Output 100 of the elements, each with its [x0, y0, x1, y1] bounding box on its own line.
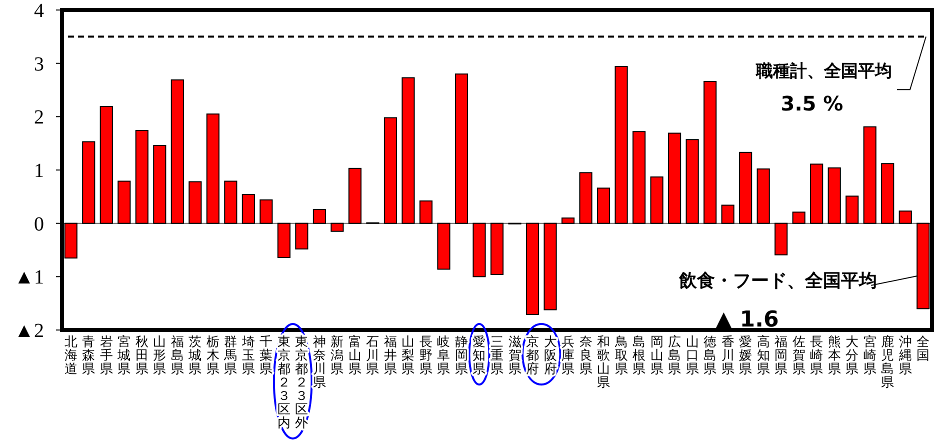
y-tick-label: ▲1	[14, 266, 44, 289]
bar	[260, 199, 273, 224]
ref-line-label: 職種計、全国平均	[755, 62, 892, 82]
annotation: 飲食・フード、全国平均	[678, 270, 877, 292]
bar	[170, 79, 184, 224]
bar	[82, 141, 96, 224]
x-tick-label: 滋賀県	[508, 335, 522, 377]
bar	[312, 208, 326, 224]
x-tick-label: 岡山県	[650, 335, 664, 377]
x-tick-label: 香川県	[721, 335, 734, 377]
bar	[437, 222, 450, 270]
x-tick-label: 大分県	[846, 335, 859, 377]
bar	[277, 222, 290, 258]
x-tick-label: 岐阜県	[437, 335, 450, 377]
bar	[295, 222, 308, 250]
bar	[472, 222, 486, 278]
bar	[898, 210, 912, 224]
x-tick-label: 福井県	[384, 335, 397, 377]
x-tick-label: 長崎県	[810, 335, 824, 377]
bar	[526, 222, 540, 316]
x-tick-label: 北海道	[64, 335, 78, 377]
bar	[721, 204, 734, 224]
bar	[348, 168, 362, 224]
bar	[330, 222, 344, 232]
bar	[863, 126, 876, 224]
x-tick-label: 宮城県	[116, 334, 131, 377]
x-tick-label: 福島県	[170, 335, 184, 377]
bar	[668, 132, 682, 224]
bar	[402, 77, 415, 224]
x-tick-label: 大阪府	[544, 335, 557, 377]
annotation: 3.5 %	[780, 92, 844, 116]
x-tick-label: 高知県	[756, 334, 770, 377]
x-tick-label: 岩手県	[100, 335, 113, 377]
x-tick-label: 長野県	[419, 335, 432, 377]
bar	[490, 222, 504, 276]
x-tick-label: 群馬県	[223, 335, 238, 377]
x-tick-label: 熊本県	[828, 335, 841, 377]
bar	[242, 194, 255, 224]
bar	[739, 152, 752, 224]
x-tick-label: 静岡県	[454, 335, 468, 377]
bar	[561, 218, 575, 224]
x-tick-label: 山形県	[153, 335, 166, 377]
bar	[774, 222, 788, 256]
y-tick-label: 2	[34, 106, 44, 129]
x-tick-label: 山梨県	[402, 335, 415, 377]
bar	[810, 164, 824, 224]
bar	[756, 168, 770, 224]
bar	[384, 117, 398, 224]
x-tick-label: 全国	[916, 335, 930, 364]
x-tick-label: 神奈川県	[312, 335, 326, 390]
bar	[596, 188, 610, 224]
bar	[828, 167, 841, 224]
bar	[579, 172, 592, 224]
x-tick-label: 沖縄県	[898, 335, 912, 377]
x-tick-label: 鹿児島県	[881, 335, 894, 390]
bar	[846, 196, 859, 224]
bar	[135, 130, 148, 224]
x-tick-label: 福岡県	[774, 335, 788, 377]
x-tick-label: 埼玉県	[240, 335, 255, 377]
y-tick-label: 0	[34, 213, 44, 236]
x-tick-label: 秋田県	[135, 335, 148, 377]
x-tick-label: 青森県	[82, 335, 96, 377]
y-tick-label: 3	[34, 53, 44, 76]
x-tick-label: 徳島県	[704, 335, 717, 377]
x-tick-label: 奈良県	[579, 335, 592, 377]
bar	[544, 222, 557, 310]
x-tick-label: 愛知県	[472, 335, 486, 377]
x-tick-label: 京都府	[526, 335, 540, 377]
bar	[188, 181, 202, 224]
x-tick-label: 愛媛県	[739, 335, 752, 377]
x-tick-label: 和歌山県	[597, 335, 610, 390]
x-tick-label: 宮崎県	[863, 334, 876, 377]
y-tick-label: ▲2	[14, 320, 44, 342]
bar	[614, 66, 628, 224]
y-tick-label: 1	[34, 160, 44, 182]
bar	[419, 200, 433, 224]
x-tick-label: 島根県	[632, 335, 646, 377]
x-tick-label: 鳥取県	[614, 335, 628, 377]
bar	[686, 139, 699, 224]
bar	[206, 114, 220, 224]
y-tick-label: 4	[34, 0, 44, 22]
x-tick-label: 新潟県	[330, 335, 344, 377]
bar	[224, 180, 238, 224]
bar	[454, 74, 468, 224]
bar	[64, 222, 78, 258]
x-tick-label: 栃木県	[206, 335, 220, 377]
bar	[792, 212, 806, 224]
bar	[650, 176, 664, 224]
x-tick-label: 山口県	[686, 335, 699, 377]
bar	[118, 180, 131, 224]
x-tick-label: 佐賀県	[792, 335, 806, 377]
x-tick-label: 兵庫県	[562, 335, 575, 377]
bar	[916, 222, 930, 310]
bar	[632, 131, 646, 224]
x-tick-label: 千葉県	[260, 335, 273, 377]
x-tick-label: 富山県	[348, 334, 362, 377]
x-tick-label: 三重県	[490, 335, 504, 377]
x-tick-label: 広島県	[668, 334, 682, 377]
bar	[100, 106, 113, 224]
bar	[881, 163, 894, 224]
